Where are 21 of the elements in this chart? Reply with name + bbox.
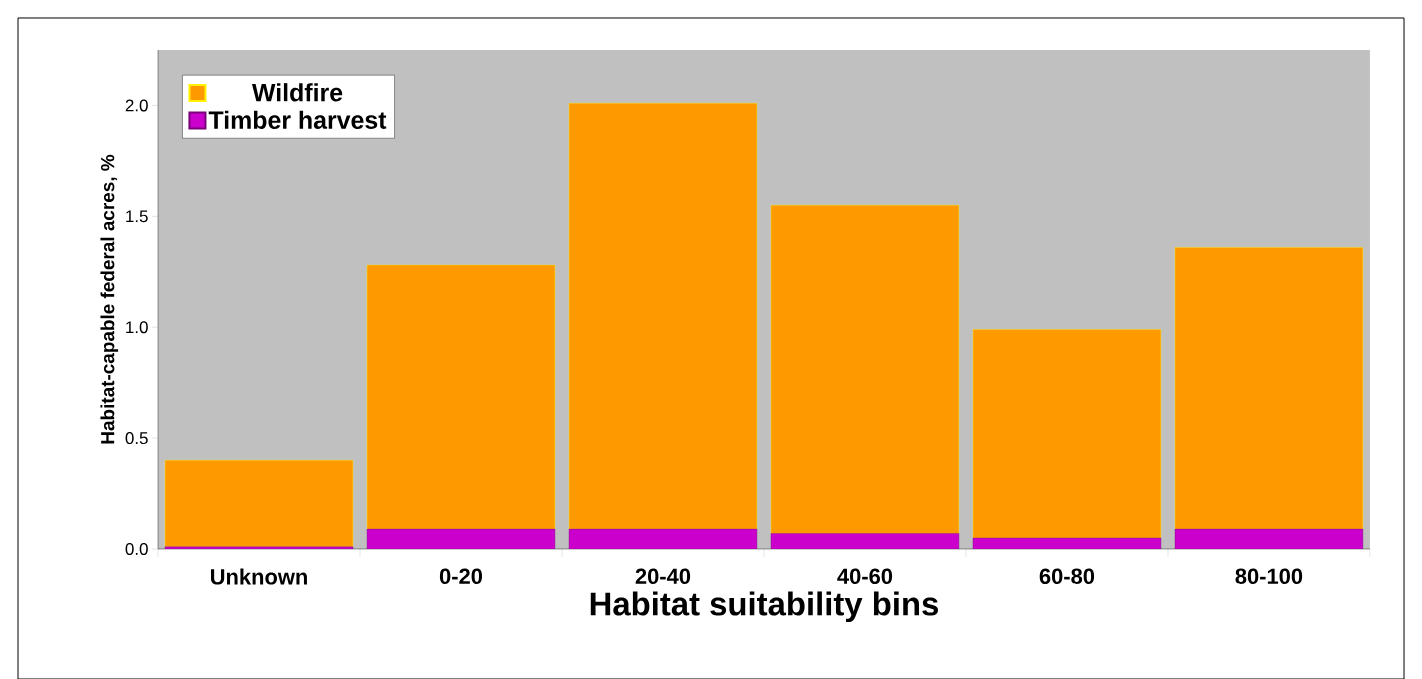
bar xyxy=(366,264,556,530)
legend-label: Wildfire xyxy=(251,83,343,102)
x-tick-label: 80-100 xyxy=(1235,568,1303,585)
legend-label: Timber harvest xyxy=(208,110,387,129)
bar xyxy=(164,460,354,547)
y-axis-title: Habitat-capable federal acres, % xyxy=(100,154,119,444)
x-axis-title: Habitat suitability bins xyxy=(590,591,938,623)
bar xyxy=(972,329,1162,539)
bar xyxy=(770,205,960,534)
x-tick-label: 20-40 xyxy=(635,568,691,585)
x-tick-label: 60-80 xyxy=(1039,568,1095,585)
x-tick-label: 40-60 xyxy=(837,568,893,585)
y-tick-label: 0.0 xyxy=(125,543,148,555)
x-tick-label: 0-20 xyxy=(439,568,483,585)
y-tick-label: 0.5 xyxy=(125,432,148,445)
bar xyxy=(1174,247,1364,530)
bar xyxy=(568,103,758,530)
y-tick-label: 1.5 xyxy=(126,210,148,223)
x-tick-label: Unknown xyxy=(211,568,307,585)
y-tick-label: 2.0 xyxy=(125,99,148,112)
y-tick-label: 1.0 xyxy=(126,321,148,334)
